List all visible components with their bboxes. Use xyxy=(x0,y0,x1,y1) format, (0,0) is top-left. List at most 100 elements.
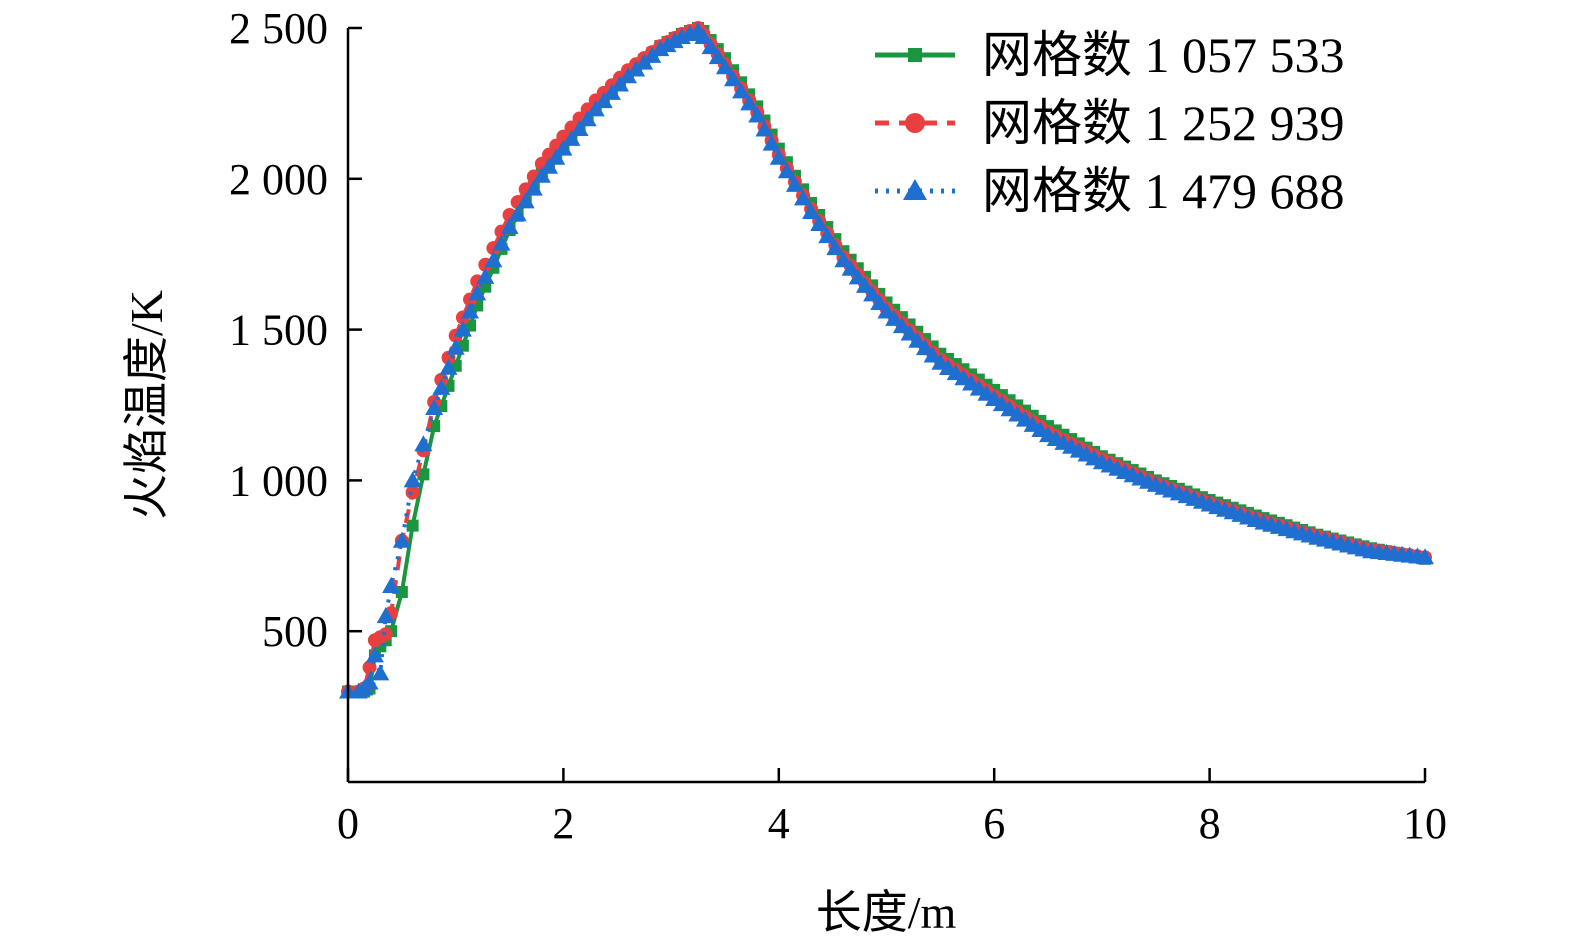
data-point xyxy=(516,192,535,209)
data-point xyxy=(818,227,837,244)
data-point xyxy=(1416,548,1434,565)
legend-marker xyxy=(908,48,922,62)
data-point xyxy=(500,218,519,235)
data-point xyxy=(755,120,774,137)
data-point xyxy=(732,82,751,99)
data-point xyxy=(570,120,589,137)
data-point xyxy=(371,664,390,681)
legend-label: 网格数 1 252 939 xyxy=(982,95,1345,151)
data-point xyxy=(923,346,942,363)
y-tick-label: 1 500 xyxy=(229,306,328,355)
legend-marker xyxy=(903,179,927,200)
data-point xyxy=(484,251,503,268)
data-point xyxy=(885,309,904,326)
data-point xyxy=(892,317,911,334)
data-point xyxy=(701,38,720,55)
series-line xyxy=(348,28,1426,694)
data-point xyxy=(406,519,419,532)
data-point xyxy=(900,324,919,341)
data-point xyxy=(508,205,527,222)
data-point xyxy=(547,148,566,165)
data-point xyxy=(877,302,896,319)
legend-label: 网格数 1 057 533 xyxy=(982,27,1345,83)
data-point xyxy=(651,40,670,57)
data-point xyxy=(855,276,874,293)
data-point xyxy=(453,320,472,337)
data-point xyxy=(777,162,796,179)
data-point xyxy=(360,673,379,690)
data-point xyxy=(382,576,401,593)
y-tick-label: 500 xyxy=(262,607,328,656)
data-point xyxy=(395,585,408,598)
data-point xyxy=(562,129,581,146)
legend-item: 网格数 1 479 688 xyxy=(875,163,1345,219)
series-3 xyxy=(339,22,1434,699)
data-point xyxy=(602,83,621,100)
y-axis-title: 火焰温度/K xyxy=(121,290,172,520)
data-point xyxy=(848,268,867,285)
legend-item: 网格数 1 057 533 xyxy=(875,27,1345,83)
data-point xyxy=(785,175,804,192)
data-point xyxy=(461,302,480,319)
data-point xyxy=(740,94,759,111)
data-point xyxy=(439,358,458,375)
data-point xyxy=(540,157,559,174)
data-point xyxy=(863,285,882,302)
data-point xyxy=(392,531,411,548)
data-point xyxy=(724,70,743,87)
data-point xyxy=(810,215,829,232)
data-point xyxy=(915,339,934,356)
data-point xyxy=(594,92,613,109)
data-point xyxy=(586,100,605,117)
data-point xyxy=(365,646,384,663)
data-point xyxy=(610,75,629,92)
data-point xyxy=(834,251,853,268)
data-point xyxy=(908,331,927,348)
data-point xyxy=(554,139,573,156)
x-tick-label: 4 xyxy=(768,799,790,848)
data-point xyxy=(376,607,395,624)
y-tick-label: 1 000 xyxy=(229,456,328,505)
legend-label: 网格数 1 479 688 xyxy=(982,163,1345,219)
axes: 0 2 4 6 8 10 500 1 000 1 500 2 000 2 500 xyxy=(229,4,1447,848)
x-tick-label: 6 xyxy=(983,799,1005,848)
data-point xyxy=(715,58,734,75)
data-point xyxy=(841,259,860,276)
x-tick-label: 2 xyxy=(552,799,574,848)
x-tick-label: 8 xyxy=(1199,799,1221,848)
data-point xyxy=(446,338,465,355)
data-point xyxy=(405,485,420,500)
data-point xyxy=(524,179,543,196)
data-point xyxy=(492,234,511,251)
data-point xyxy=(658,36,677,53)
data-point xyxy=(532,166,551,183)
data-point xyxy=(417,468,430,481)
y-tick-label: 2 500 xyxy=(229,4,328,53)
data-point xyxy=(476,267,495,284)
data-point xyxy=(414,435,433,452)
data-point xyxy=(870,293,889,310)
data-point xyxy=(403,471,422,488)
x-tick-label: 10 xyxy=(1403,799,1447,848)
data-point xyxy=(802,202,821,219)
data-point xyxy=(694,28,713,45)
data-point xyxy=(794,189,813,206)
data-point xyxy=(762,134,781,151)
legend-item: 网格数 1 252 939 xyxy=(875,95,1345,151)
data-point xyxy=(425,399,444,416)
y-tick-label: 2 000 xyxy=(229,155,328,204)
plot-area xyxy=(339,21,1434,699)
legend: 网格数 1 057 533 网格数 1 252 939 网格数 1 479 688 xyxy=(875,27,1345,219)
data-point xyxy=(665,32,684,49)
data-point xyxy=(432,378,451,395)
data-point xyxy=(748,106,767,123)
x-axis-title: 长度/m xyxy=(816,887,957,938)
data-point xyxy=(769,148,788,165)
data-point xyxy=(362,660,377,675)
x-tick-label: 0 xyxy=(337,799,359,848)
data-point xyxy=(578,110,597,127)
legend-marker xyxy=(905,113,925,133)
data-point xyxy=(708,48,727,65)
data-point xyxy=(826,239,845,256)
